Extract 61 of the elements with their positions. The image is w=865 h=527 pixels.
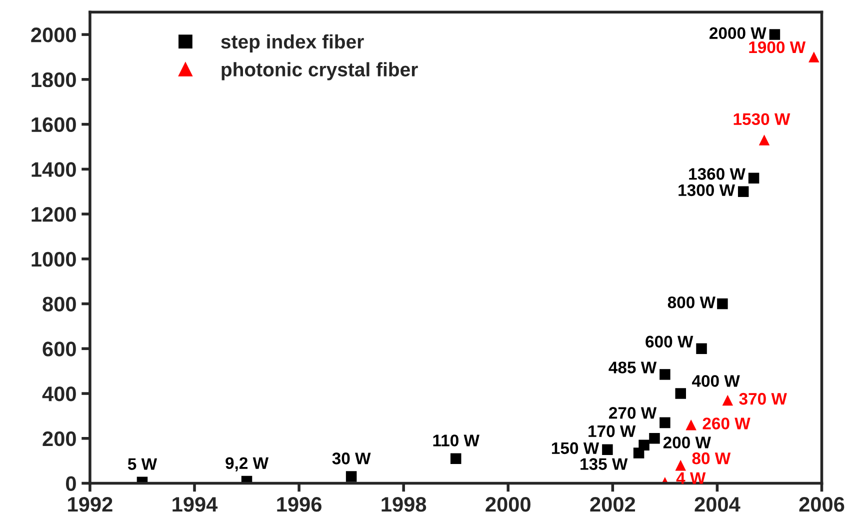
data-label: 1360 W (689, 168, 746, 180)
y-tick-label: 1000 (32, 252, 76, 267)
x-tick-label: 2000 (486, 497, 530, 512)
y-tick-label: 800 (42, 296, 76, 312)
point (686, 420, 696, 430)
data-label: 5 W (128, 458, 158, 470)
point (638, 440, 650, 450)
data-label: 485 W (608, 362, 657, 374)
data-label: 1900 W (749, 41, 806, 54)
y-tick-label: 600 (42, 342, 76, 356)
point (722, 394, 734, 406)
point (649, 433, 660, 444)
point (675, 388, 686, 399)
x-tick-label: 1992 (68, 497, 112, 512)
data-label: 800 W (668, 296, 716, 308)
x-tick-label: 1996 (277, 497, 322, 512)
data-label: 400 W (692, 375, 740, 387)
data-label: 1300 W (678, 184, 735, 196)
point (738, 186, 749, 197)
legend-label: step index fiber (221, 34, 364, 52)
point (758, 134, 770, 146)
data-label: 260 W (702, 418, 750, 430)
data-label: 150 W (552, 442, 600, 454)
data-label: 1530 W (734, 113, 790, 126)
point (660, 369, 670, 380)
y-tick-label: 400 (42, 386, 76, 402)
y-tick-label: 2000 (31, 28, 76, 42)
point (748, 172, 760, 184)
point (602, 444, 613, 455)
data-label: 110 W (433, 434, 480, 446)
point (808, 52, 820, 62)
y-tick-label: 1400 (32, 162, 76, 177)
point (450, 453, 462, 464)
data-label: 2000 W (710, 27, 766, 40)
y-tick-label: 200 (42, 431, 76, 446)
data-label: 270 W (609, 407, 657, 419)
legend-label: photonic crystal fiber (222, 62, 418, 80)
point (717, 298, 728, 310)
x-tick-label: 1994 (172, 497, 218, 512)
point (346, 471, 357, 482)
point (660, 417, 670, 428)
data-label: 170 W (588, 425, 636, 438)
x-tick-label: 2006 (799, 497, 844, 512)
data-label: 4 W (676, 472, 706, 484)
data-label: 80 W (692, 452, 731, 464)
data-label: 135 W (580, 458, 628, 470)
point (769, 29, 780, 40)
data-label: 30 W (332, 452, 371, 464)
point (696, 343, 707, 354)
data-label: 200 W (663, 436, 711, 448)
x-tick-label: 2002 (590, 497, 636, 512)
y-tick-label: 1600 (32, 117, 76, 132)
x-tick-label: 2004 (694, 497, 740, 512)
y-tick-label: 1800 (32, 72, 76, 88)
y-tick-label: 1200 (32, 207, 76, 222)
data-label: 9,2 W (226, 457, 269, 472)
point (675, 460, 686, 471)
data-label: 370 W (739, 392, 787, 405)
x-tick-label: 1998 (382, 497, 426, 512)
y-tick-label: 0 (66, 476, 76, 492)
data-label: 600 W (646, 336, 694, 348)
